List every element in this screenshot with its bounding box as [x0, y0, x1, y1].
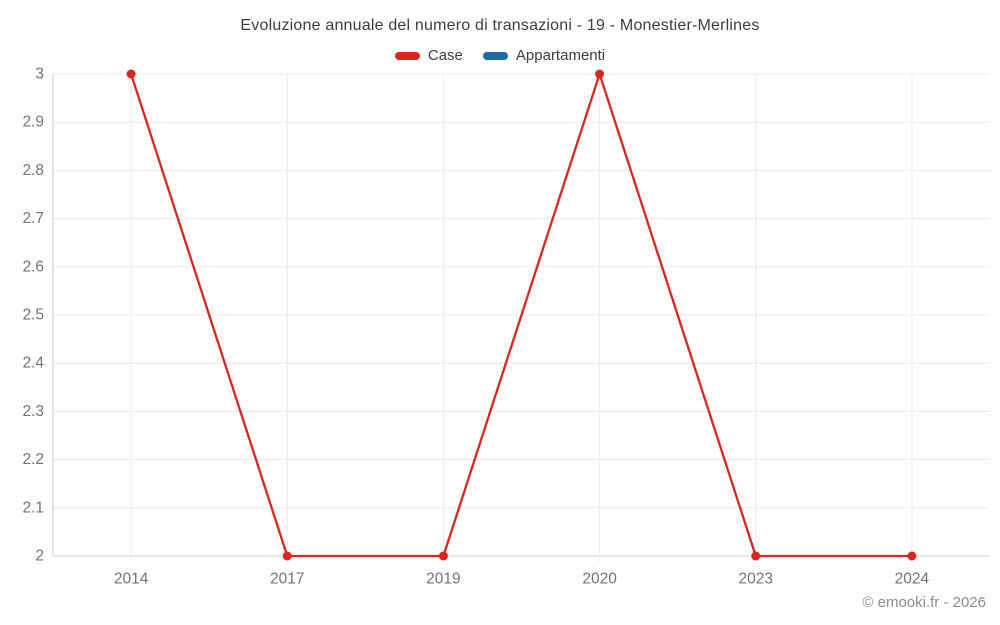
x-axis-tick-label: 2020: [582, 571, 617, 588]
y-axis-tick-label: 2.6: [22, 258, 44, 275]
y-axis-tick-label: 2: [35, 548, 44, 565]
y-axis-tick-label: 2.5: [22, 307, 44, 324]
legend-label-case: Case: [427, 47, 463, 64]
data-point[interactable]: [438, 551, 448, 561]
y-axis-tick-label: 2.1: [22, 499, 44, 516]
data-point[interactable]: [907, 551, 917, 561]
x-axis-tick-label: 2023: [739, 571, 773, 588]
x-axis-tick-label: 2017: [270, 571, 304, 588]
data-point[interactable]: [751, 551, 761, 561]
y-axis-tick-label: 2.8: [22, 162, 44, 179]
data-point[interactable]: [126, 69, 136, 79]
legend-item-case[interactable]: Case: [394, 47, 463, 64]
chart-legend: Case Appartamenti: [0, 47, 1000, 64]
data-point[interactable]: [282, 551, 292, 561]
y-axis-tick-label: 2.9: [22, 114, 44, 131]
x-axis-tick-label: 2024: [895, 571, 930, 588]
x-axis-tick-label: 2019: [426, 571, 460, 588]
y-axis-tick-label: 2.4: [22, 355, 44, 372]
legend-swatch-case-icon: [394, 51, 420, 60]
legend-item-appartamenti[interactable]: Appartamenti: [482, 47, 606, 64]
y-axis-tick-label: 2.7: [22, 210, 44, 227]
y-axis-tick-label: 3: [35, 66, 44, 83]
legend-label-appartamenti: Appartamenti: [515, 47, 606, 64]
x-axis-tick-label: 2014: [114, 571, 149, 588]
series-line-case: [129, 72, 914, 558]
data-point[interactable]: [595, 69, 605, 79]
chart-title: Evoluzione annuale del numero di transaz…: [240, 17, 760, 34]
copyright-credit: © emooki.fr - 2026: [862, 594, 986, 611]
y-axis-tick-label: 2.2: [22, 451, 44, 468]
legend-swatch-appartamenti-icon: [482, 51, 508, 60]
y-axis-tick-label: 2.3: [22, 403, 44, 420]
